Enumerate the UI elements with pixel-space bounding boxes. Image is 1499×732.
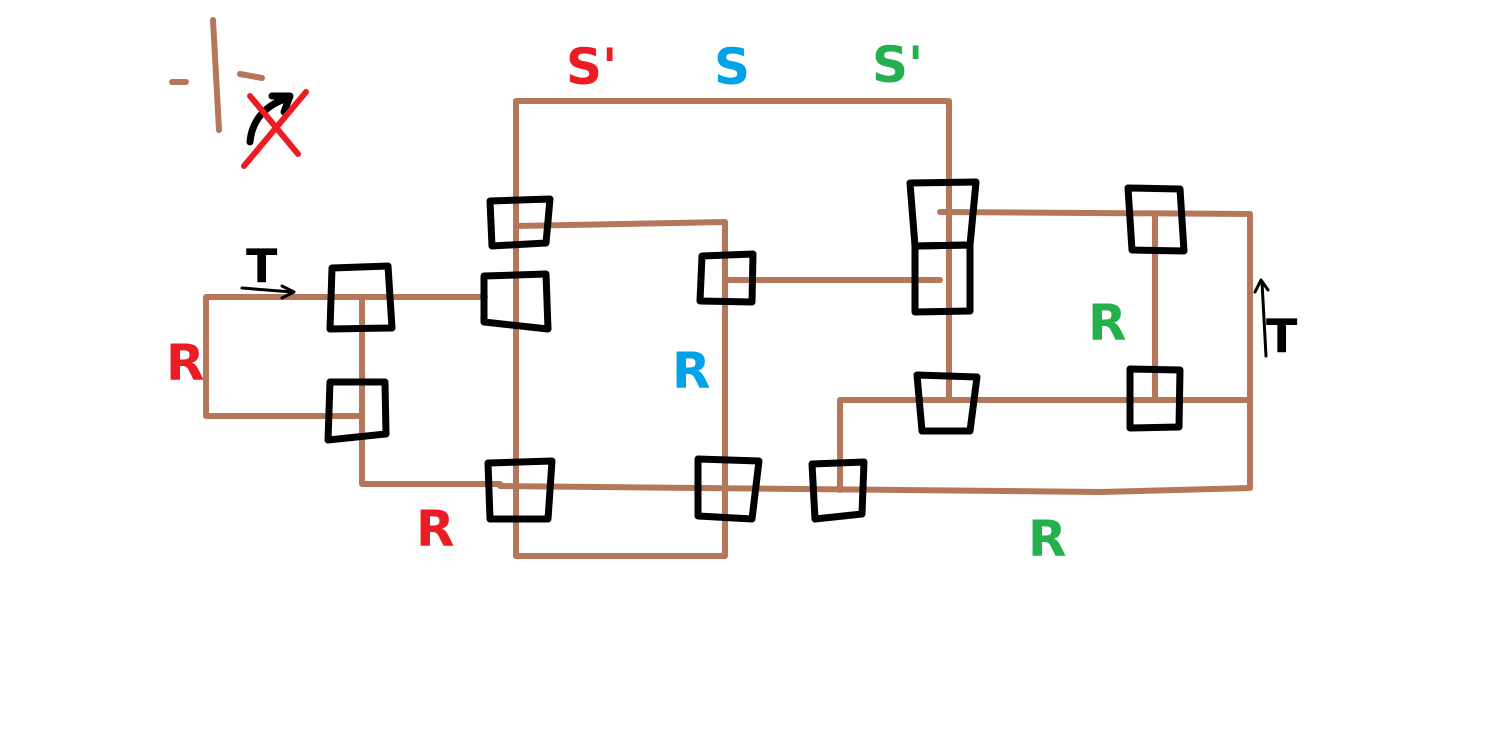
label-t-right: T xyxy=(1266,309,1298,363)
box-small-bottom xyxy=(808,458,868,523)
box-mid-top-2 xyxy=(480,270,552,333)
box-far-right-top xyxy=(1124,184,1188,255)
box-mid-top-1 xyxy=(486,195,554,250)
box-mid-bottom xyxy=(484,457,556,523)
label-r-bottom-red: R xyxy=(416,500,455,558)
arrows xyxy=(240,278,1270,358)
wire-left-vertical xyxy=(359,294,503,487)
arrow-up-icon xyxy=(1253,278,1270,358)
label-t-top-left: T xyxy=(246,239,278,293)
label-r-right: R xyxy=(1088,294,1127,352)
box-left-top xyxy=(326,262,396,333)
box-center-right-top xyxy=(696,250,757,306)
box-left-bottom xyxy=(324,378,390,444)
label-s-prime-green: S' xyxy=(872,36,923,94)
arrow-right-icon xyxy=(240,284,296,300)
box-right-stack-bottom xyxy=(911,241,974,316)
wire-inner-rect xyxy=(513,219,728,559)
label-s-prime-red: S' xyxy=(566,38,617,96)
boxes xyxy=(324,178,1188,523)
label-r-bottom-green: R xyxy=(1028,510,1067,568)
wire-right-lower xyxy=(837,397,1253,493)
label-r-left: R xyxy=(166,334,205,392)
box-center-right-bottom xyxy=(694,455,763,523)
box-right-mid xyxy=(913,371,981,435)
label-r-center: R xyxy=(672,342,711,400)
label-s-blue: S xyxy=(714,38,750,96)
rotation-cross-icon xyxy=(169,17,309,169)
box-far-right-bottom xyxy=(1126,365,1184,432)
wire-bottom-long xyxy=(497,209,1253,495)
wire-left-loop xyxy=(203,294,488,419)
